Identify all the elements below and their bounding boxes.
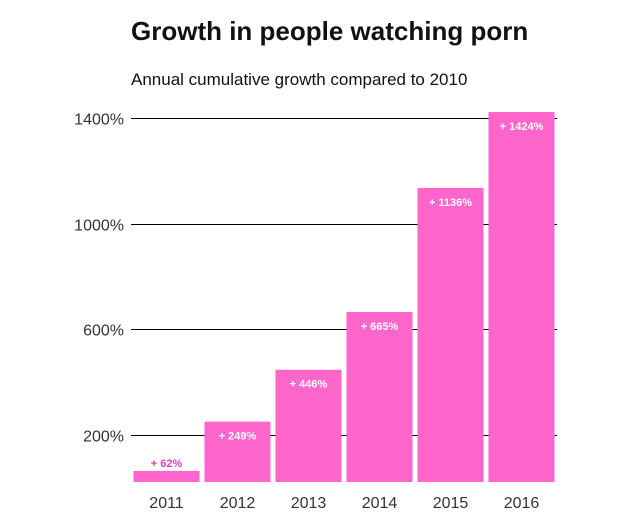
x-tick-label: 2014 [362,495,398,512]
chart-title: Growth in people watching porn [131,16,529,46]
x-tick-label: 2013 [291,495,327,512]
bar [488,112,555,483]
bar [275,369,342,482]
data-label: + 62% [151,458,183,470]
bar [204,421,271,482]
x-tick-label: 2012 [220,495,256,512]
data-label: + 1136% [429,197,472,209]
data-label: + 249% [219,431,257,443]
bar [133,470,200,482]
data-label: + 1424% [500,121,544,133]
data-label: + 446% [290,379,328,391]
x-tick-label: 2015 [433,495,469,512]
y-tick-label: 1400% [74,112,124,129]
data-label: + 665% [361,321,399,333]
x-tick-label: 2016 [504,495,540,512]
bar [417,187,484,482]
bar [346,312,413,482]
chart-subtitle: Annual cumulative growth compared to 201… [131,70,468,89]
y-tick-label: 1000% [74,218,124,235]
y-tick-label: 600% [83,323,124,340]
y-tick-label: 200% [83,429,124,446]
x-tick-label: 2011 [149,495,184,512]
